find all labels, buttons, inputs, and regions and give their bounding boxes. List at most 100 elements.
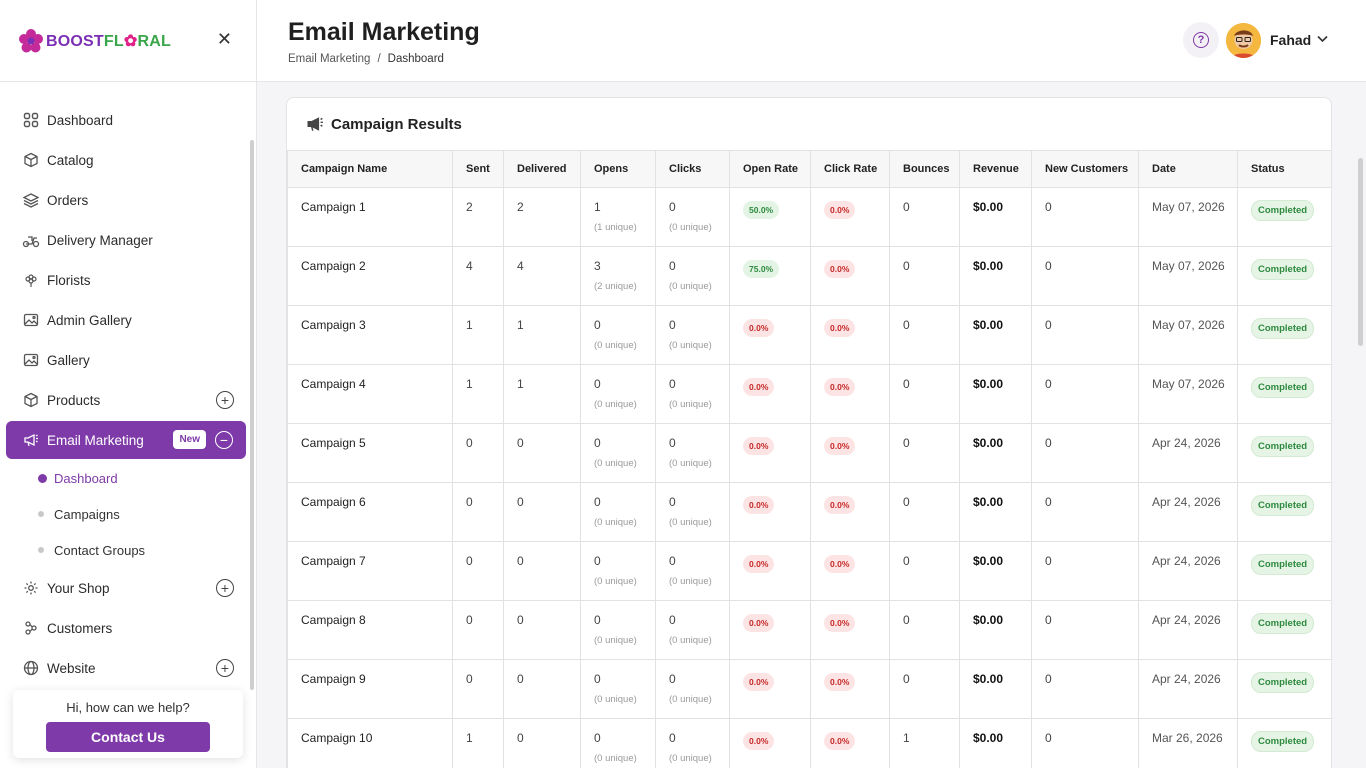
opens-cell: 3 (2 unique) bbox=[580, 246, 656, 306]
clicks-count: 0 bbox=[669, 495, 676, 509]
clicks-unique: (0 unique) bbox=[669, 399, 712, 410]
sidebar-item-admin-gallery[interactable]: Admin Gallery bbox=[0, 300, 246, 340]
clicks-cell: 0 (0 unique) bbox=[655, 187, 730, 247]
click-rate-cell: 0.0% bbox=[810, 187, 890, 247]
top-header: Email Marketing Email Marketing / Dashboar… bbox=[257, 0, 1366, 82]
table-row[interactable]: Campaign 7 0 0 0 (0 unique) 0 (0 unique) 0.0% 0.… bbox=[287, 541, 1331, 601]
sidebar-item-catalog[interactable]: Catalog bbox=[0, 140, 246, 180]
sidebar-scrollbar[interactable] bbox=[250, 140, 254, 690]
sidebar-item-florists[interactable]: Florists bbox=[0, 260, 246, 300]
table-row[interactable]: Campaign 5 0 0 0 (0 unique) 0 (0 unique) 0.0% 0.… bbox=[287, 423, 1331, 483]
opens-count: 0 bbox=[594, 377, 601, 391]
opens-count: 0 bbox=[594, 554, 601, 568]
table-row[interactable]: Campaign 4 1 1 0 (0 unique) 0 (0 unique) 0.0% 0.… bbox=[287, 364, 1331, 424]
clicks-cell: 0 (0 unique) bbox=[655, 364, 730, 424]
bullet-icon bbox=[38, 473, 47, 483]
sidebar-item-label: Products bbox=[47, 392, 101, 408]
new-customers-count: 0 bbox=[1031, 600, 1139, 660]
sidebar-item-label: Customers bbox=[47, 620, 113, 636]
open-rate-cell: 0.0% bbox=[729, 482, 811, 542]
close-sidebar-icon[interactable]: ✕ bbox=[216, 29, 232, 49]
column-header: Clicks bbox=[655, 150, 730, 188]
campaign-name[interactable]: Campaign 2 bbox=[287, 246, 453, 306]
campaign-name[interactable]: Campaign 7 bbox=[287, 541, 453, 601]
expand-plus-icon[interactable]: + bbox=[216, 659, 234, 677]
campaign-name[interactable]: Campaign 6 bbox=[287, 482, 453, 542]
breadcrumb-link[interactable]: Email Marketing bbox=[288, 53, 371, 65]
status-cell: Completed bbox=[1237, 364, 1331, 424]
logo[interactable]: BOOSTFL✿RAL bbox=[46, 32, 171, 50]
new-customers-count: 0 bbox=[1031, 246, 1139, 306]
sidebar-item-orders[interactable]: Orders bbox=[0, 180, 246, 220]
click-rate-badge: 0.0% bbox=[824, 732, 856, 750]
revenue-value: $0.00 bbox=[959, 364, 1032, 424]
bounces-count: 0 bbox=[889, 364, 960, 424]
table-row[interactable]: Campaign 2 4 4 3 (2 unique) 0 (0 unique) 75.0% 0… bbox=[287, 246, 1331, 306]
opens-unique: (0 unique) bbox=[594, 399, 637, 410]
logo-row: BOOSTFL✿RAL ✕ bbox=[0, 0, 256, 82]
campaign-name[interactable]: Campaign 1 bbox=[287, 187, 453, 247]
new-customers-count: 0 bbox=[1031, 364, 1139, 424]
avatar[interactable] bbox=[1226, 23, 1261, 58]
open-rate-badge: 0.0% bbox=[743, 555, 775, 573]
sidebar-item-dashboard[interactable]: Dashboard bbox=[0, 100, 246, 140]
expand-plus-icon[interactable]: + bbox=[216, 579, 234, 597]
sidebar-subitem-contact-groups[interactable]: Contact Groups bbox=[0, 532, 246, 568]
sidebar-item-customers[interactable]: Customers bbox=[0, 608, 246, 648]
sidebar-item-your-shop[interactable]: Your Shop + bbox=[0, 568, 246, 608]
contact-us-button[interactable]: Contact Us bbox=[46, 722, 210, 752]
opens-count: 0 bbox=[594, 613, 601, 627]
column-header: Status bbox=[1237, 150, 1331, 188]
opens-count: 1 bbox=[594, 200, 601, 214]
breadcrumb-separator: / bbox=[377, 53, 381, 65]
sidebar-item-delivery-manager[interactable]: Delivery Manager bbox=[0, 220, 246, 260]
user-name[interactable]: Fahad bbox=[1270, 32, 1312, 48]
revenue-value: $0.00 bbox=[959, 423, 1032, 483]
campaign-name[interactable]: Campaign 4 bbox=[287, 364, 453, 424]
open-rate-badge: 0.0% bbox=[743, 732, 775, 750]
grid-icon bbox=[22, 111, 40, 129]
campaign-name[interactable]: Campaign 5 bbox=[287, 423, 453, 483]
sidebar-subitem-dashboard[interactable]: Dashboard bbox=[0, 460, 246, 496]
table-row[interactable]: Campaign 9 0 0 0 (0 unique) 0 (0 unique) 0.0% 0.… bbox=[287, 659, 1331, 719]
bounces-count: 0 bbox=[889, 246, 960, 306]
sidebar-item-website[interactable]: Website + bbox=[0, 648, 246, 688]
click-rate-badge: 0.0% bbox=[824, 496, 856, 514]
sidebar-item-gallery[interactable]: Gallery bbox=[0, 340, 246, 380]
sidebar-item-email-marketing[interactable]: Email Marketing New − bbox=[6, 421, 246, 459]
column-header: Revenue bbox=[959, 150, 1032, 188]
campaign-date: Apr 24, 2026 bbox=[1138, 541, 1238, 601]
revenue-value: $0.00 bbox=[959, 718, 1032, 768]
status-badge: Completed bbox=[1251, 613, 1315, 634]
open-rate-badge: 0.0% bbox=[743, 614, 775, 632]
revenue-value: $0.00 bbox=[959, 187, 1032, 247]
revenue-value: $0.00 bbox=[959, 305, 1032, 365]
table-row[interactable]: Campaign 8 0 0 0 (0 unique) 0 (0 unique) 0.0% 0.… bbox=[287, 600, 1331, 660]
campaign-name[interactable]: Campaign 10 bbox=[287, 718, 453, 768]
column-header: Sent bbox=[452, 150, 504, 188]
status-badge: Completed bbox=[1251, 200, 1315, 221]
campaign-name[interactable]: Campaign 8 bbox=[287, 600, 453, 660]
help-button[interactable]: ? bbox=[1183, 22, 1219, 58]
expand-plus-icon[interactable]: + bbox=[216, 391, 234, 409]
sent-count: 0 bbox=[452, 541, 504, 601]
clicks-cell: 0 (0 unique) bbox=[655, 541, 730, 601]
chevron-down-icon[interactable] bbox=[1317, 32, 1328, 46]
campaign-name[interactable]: Campaign 9 bbox=[287, 659, 453, 719]
bounces-count: 0 bbox=[889, 305, 960, 365]
collapse-minus-icon[interactable]: − bbox=[215, 431, 233, 449]
sidebar-item-label: Website bbox=[47, 660, 96, 676]
table-row[interactable]: Campaign 6 0 0 0 (0 unique) 0 (0 unique) 0.0% 0.… bbox=[287, 482, 1331, 542]
table-row[interactable]: Campaign 1 2 2 1 (1 unique) 0 (0 unique) 50.0% 0… bbox=[287, 187, 1331, 247]
bounces-count: 0 bbox=[889, 187, 960, 247]
table-row[interactable]: Campaign 10 1 0 0 (0 unique) 0 (0 unique) 0.0% 0… bbox=[287, 718, 1331, 768]
sidebar-item-products[interactable]: Products + bbox=[0, 380, 246, 420]
table-row[interactable]: Campaign 3 1 1 0 (0 unique) 0 (0 unique) 0.0% 0.… bbox=[287, 305, 1331, 365]
opens-unique: (0 unique) bbox=[594, 694, 637, 705]
main-scrollbar[interactable] bbox=[1358, 158, 1363, 346]
open-rate-cell: 75.0% bbox=[729, 246, 811, 306]
campaign-name[interactable]: Campaign 3 bbox=[287, 305, 453, 365]
sidebar-subitem-campaigns[interactable]: Campaigns bbox=[0, 496, 246, 532]
revenue-value: $0.00 bbox=[959, 246, 1032, 306]
clicks-unique: (0 unique) bbox=[669, 635, 712, 646]
